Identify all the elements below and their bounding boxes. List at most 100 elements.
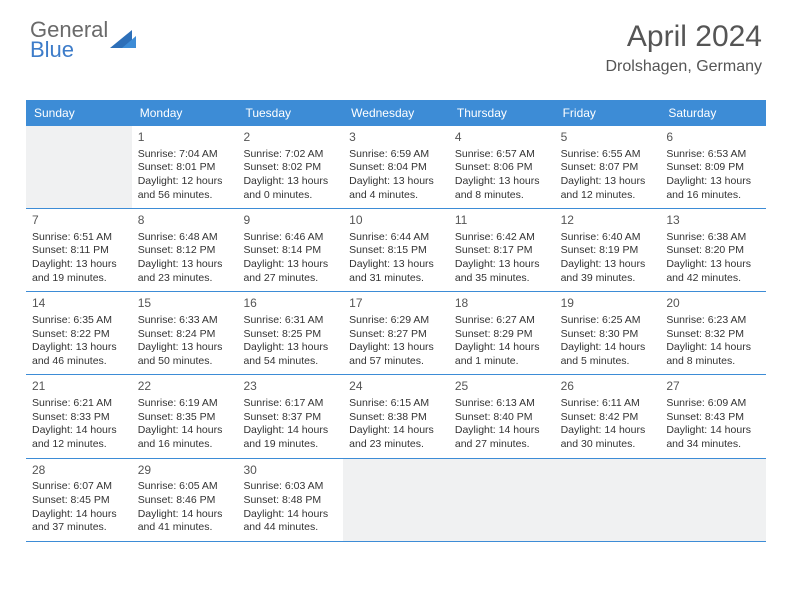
sunrise-line: Sunrise: 6:51 AM — [32, 231, 126, 245]
daylight-line: Daylight: 13 hours and 39 minutes. — [561, 258, 655, 285]
day-number: 6 — [666, 130, 760, 146]
daylight-line: Daylight: 13 hours and 35 minutes. — [455, 258, 549, 285]
sunset-line: Sunset: 8:07 PM — [561, 161, 655, 175]
calendar-cell-empty — [660, 459, 766, 541]
sunset-line: Sunset: 8:43 PM — [666, 411, 760, 425]
calendar-cell: 9Sunrise: 6:46 AMSunset: 8:14 PMDaylight… — [237, 209, 343, 291]
daylight-line: Daylight: 13 hours and 23 minutes. — [138, 258, 232, 285]
week-row: 21Sunrise: 6:21 AMSunset: 8:33 PMDayligh… — [26, 375, 766, 458]
sunset-line: Sunset: 8:27 PM — [349, 328, 443, 342]
daylight-line: Daylight: 13 hours and 19 minutes. — [32, 258, 126, 285]
calendar-cell: 25Sunrise: 6:13 AMSunset: 8:40 PMDayligh… — [449, 375, 555, 457]
calendar-cell: 19Sunrise: 6:25 AMSunset: 8:30 PMDayligh… — [555, 292, 661, 374]
sunrise-line: Sunrise: 6:48 AM — [138, 231, 232, 245]
sunset-line: Sunset: 8:06 PM — [455, 161, 549, 175]
calendar-cell: 1Sunrise: 7:04 AMSunset: 8:01 PMDaylight… — [132, 126, 238, 208]
day-number: 13 — [666, 213, 760, 229]
calendar-cell: 4Sunrise: 6:57 AMSunset: 8:06 PMDaylight… — [449, 126, 555, 208]
day-number: 21 — [32, 379, 126, 395]
daylight-line: Daylight: 13 hours and 27 minutes. — [243, 258, 337, 285]
sunset-line: Sunset: 8:15 PM — [349, 244, 443, 258]
sunrise-line: Sunrise: 6:46 AM — [243, 231, 337, 245]
sunset-line: Sunset: 8:40 PM — [455, 411, 549, 425]
sunset-line: Sunset: 8:48 PM — [243, 494, 337, 508]
sunset-line: Sunset: 8:45 PM — [32, 494, 126, 508]
day-number: 23 — [243, 379, 337, 395]
sunrise-line: Sunrise: 6:59 AM — [349, 148, 443, 162]
sunrise-line: Sunrise: 6:13 AM — [455, 397, 549, 411]
calendar: SundayMondayTuesdayWednesdayThursdayFrid… — [26, 100, 766, 542]
sunset-line: Sunset: 8:46 PM — [138, 494, 232, 508]
daylight-line: Daylight: 13 hours and 42 minutes. — [666, 258, 760, 285]
sunrise-line: Sunrise: 7:04 AM — [138, 148, 232, 162]
sunset-line: Sunset: 8:01 PM — [138, 161, 232, 175]
calendar-cell: 2Sunrise: 7:02 AMSunset: 8:02 PMDaylight… — [237, 126, 343, 208]
weekday-header: Sunday — [26, 100, 132, 126]
week-row: 28Sunrise: 6:07 AMSunset: 8:45 PMDayligh… — [26, 459, 766, 542]
daylight-line: Daylight: 13 hours and 31 minutes. — [349, 258, 443, 285]
sunrise-line: Sunrise: 6:40 AM — [561, 231, 655, 245]
calendar-cell: 7Sunrise: 6:51 AMSunset: 8:11 PMDaylight… — [26, 209, 132, 291]
day-number: 8 — [138, 213, 232, 229]
day-number: 27 — [666, 379, 760, 395]
sunrise-line: Sunrise: 6:25 AM — [561, 314, 655, 328]
daylight-line: Daylight: 14 hours and 16 minutes. — [138, 424, 232, 451]
daylight-line: Daylight: 13 hours and 46 minutes. — [32, 341, 126, 368]
calendar-cell: 17Sunrise: 6:29 AMSunset: 8:27 PMDayligh… — [343, 292, 449, 374]
sunset-line: Sunset: 8:14 PM — [243, 244, 337, 258]
sunset-line: Sunset: 8:25 PM — [243, 328, 337, 342]
sunset-line: Sunset: 8:37 PM — [243, 411, 337, 425]
daylight-line: Daylight: 13 hours and 0 minutes. — [243, 175, 337, 202]
calendar-cell-empty — [343, 459, 449, 541]
daylight-line: Daylight: 14 hours and 41 minutes. — [138, 508, 232, 535]
calendar-cell: 11Sunrise: 6:42 AMSunset: 8:17 PMDayligh… — [449, 209, 555, 291]
calendar-cell: 5Sunrise: 6:55 AMSunset: 8:07 PMDaylight… — [555, 126, 661, 208]
calendar-cell: 21Sunrise: 6:21 AMSunset: 8:33 PMDayligh… — [26, 375, 132, 457]
daylight-line: Daylight: 14 hours and 27 minutes. — [455, 424, 549, 451]
sunset-line: Sunset: 8:09 PM — [666, 161, 760, 175]
week-row: 14Sunrise: 6:35 AMSunset: 8:22 PMDayligh… — [26, 292, 766, 375]
calendar-cell: 26Sunrise: 6:11 AMSunset: 8:42 PMDayligh… — [555, 375, 661, 457]
calendar-cell: 20Sunrise: 6:23 AMSunset: 8:32 PMDayligh… — [660, 292, 766, 374]
calendar-cell-empty — [26, 126, 132, 208]
daylight-line: Daylight: 14 hours and 37 minutes. — [32, 508, 126, 535]
daylight-line: Daylight: 13 hours and 50 minutes. — [138, 341, 232, 368]
logo-text-blue: Blue — [30, 37, 74, 62]
sunset-line: Sunset: 8:20 PM — [666, 244, 760, 258]
sunrise-line: Sunrise: 6:21 AM — [32, 397, 126, 411]
sunrise-line: Sunrise: 6:42 AM — [455, 231, 549, 245]
daylight-line: Daylight: 13 hours and 12 minutes. — [561, 175, 655, 202]
calendar-cell: 8Sunrise: 6:48 AMSunset: 8:12 PMDaylight… — [132, 209, 238, 291]
calendar-cell: 16Sunrise: 6:31 AMSunset: 8:25 PMDayligh… — [237, 292, 343, 374]
day-number: 16 — [243, 296, 337, 312]
logo-text: General Blue — [30, 20, 108, 60]
sunrise-line: Sunrise: 6:29 AM — [349, 314, 443, 328]
page-title: April 2024 — [605, 20, 762, 54]
weekday-header: Thursday — [449, 100, 555, 126]
calendar-cell: 15Sunrise: 6:33 AMSunset: 8:24 PMDayligh… — [132, 292, 238, 374]
sunrise-line: Sunrise: 6:11 AM — [561, 397, 655, 411]
daylight-line: Daylight: 14 hours and 19 minutes. — [243, 424, 337, 451]
day-number: 20 — [666, 296, 760, 312]
daylight-line: Daylight: 14 hours and 12 minutes. — [32, 424, 126, 451]
logo: General Blue — [30, 20, 136, 60]
sunrise-line: Sunrise: 6:57 AM — [455, 148, 549, 162]
sunrise-line: Sunrise: 6:17 AM — [243, 397, 337, 411]
daylight-line: Daylight: 14 hours and 8 minutes. — [666, 341, 760, 368]
calendar-cell-empty — [555, 459, 661, 541]
sunrise-line: Sunrise: 6:15 AM — [349, 397, 443, 411]
weekday-header: Tuesday — [237, 100, 343, 126]
day-number: 18 — [455, 296, 549, 312]
calendar-cell-empty — [449, 459, 555, 541]
sunset-line: Sunset: 8:30 PM — [561, 328, 655, 342]
daylight-line: Daylight: 14 hours and 5 minutes. — [561, 341, 655, 368]
sunrise-line: Sunrise: 6:07 AM — [32, 480, 126, 494]
day-number: 11 — [455, 213, 549, 229]
title-block: April 2024 Drolshagen, Germany — [605, 20, 762, 76]
logo-triangle-icon — [110, 26, 136, 53]
calendar-cell: 22Sunrise: 6:19 AMSunset: 8:35 PMDayligh… — [132, 375, 238, 457]
sunrise-line: Sunrise: 6:09 AM — [666, 397, 760, 411]
calendar-cell: 13Sunrise: 6:38 AMSunset: 8:20 PMDayligh… — [660, 209, 766, 291]
sunrise-line: Sunrise: 6:03 AM — [243, 480, 337, 494]
calendar-cell: 30Sunrise: 6:03 AMSunset: 8:48 PMDayligh… — [237, 459, 343, 541]
